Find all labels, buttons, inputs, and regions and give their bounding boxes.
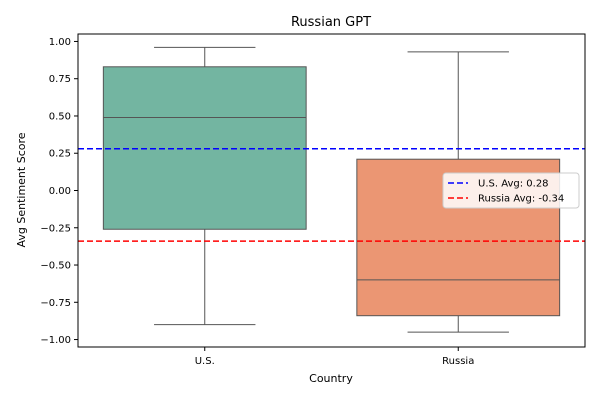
legend-frame: [442, 172, 580, 209]
y-axis-label: Avg Sentiment Score: [15, 132, 28, 247]
y-tick-label-7: −0.75: [40, 298, 71, 309]
box-0: [102, 46, 307, 326]
y-tick-label-2: 0.50: [49, 111, 71, 122]
x-axis-label: Country: [309, 372, 353, 385]
legend-label-1: Russia Avg: -0.34: [478, 194, 564, 205]
y-axis: 1.00 0.75 0.50 0.25 0.00 −0.25 −0.50 −0.75 −1.00: [40, 37, 78, 346]
x-axis: U.S. Russia: [195, 347, 474, 367]
legend-label-0: U.S. Avg: 0.28: [478, 179, 549, 190]
y-tick-label-0: 1.00: [49, 37, 71, 48]
x-tick-label-1: Russia: [442, 356, 474, 367]
y-tick-label-3: 0.25: [49, 149, 71, 160]
x-tick-label-0: U.S.: [195, 356, 215, 367]
plot-area: [78, 46, 585, 333]
y-tick-label-8: −1.00: [40, 335, 71, 346]
y-tick-label-5: −0.25: [40, 223, 71, 234]
y-tick-label-1: 0.75: [49, 74, 71, 85]
y-tick-label-4: 0.00: [49, 186, 71, 197]
y-tick-label-6: −0.50: [40, 261, 71, 272]
chart-title: Russian GPT: [291, 15, 371, 30]
legend: U.S. Avg: 0.28 Russia Avg: -0.34: [442, 172, 580, 209]
